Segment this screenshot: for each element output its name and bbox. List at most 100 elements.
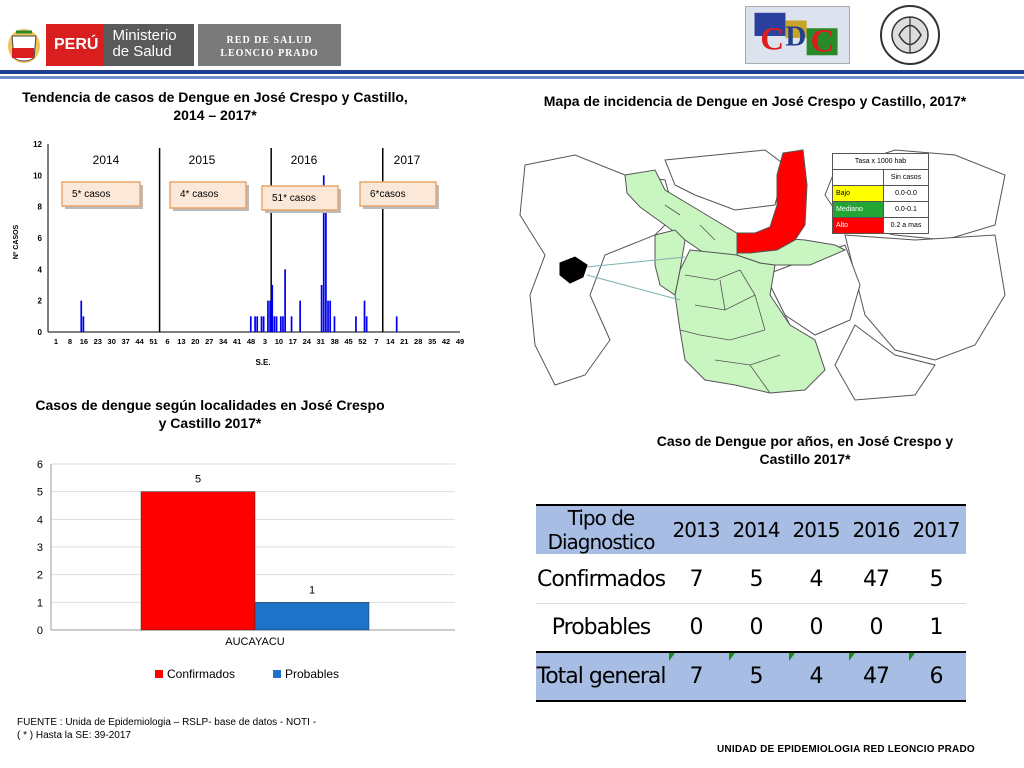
header-cell-year: 2017 (906, 504, 966, 555)
category-label: AUCAYACU (225, 636, 285, 648)
y-tick-label: 0 (38, 328, 43, 337)
renace-logo (880, 5, 940, 65)
y-tick-label: 0 (37, 625, 43, 637)
peru-coat-of-arms-logo (8, 29, 40, 63)
legend-swatch (155, 670, 163, 678)
x-tick-label: 7 (374, 337, 378, 346)
year-label: 2015 (189, 153, 216, 167)
footer-source-text: FUENTE : Unida de Epidemiologia – RSLP- … (17, 717, 317, 728)
y-tick-label: 4 (38, 265, 43, 274)
bar (290, 316, 293, 332)
years-table-header-row: Tipo de Diagnostico 2013 2014 2015 2016 … (536, 504, 966, 555)
bar (327, 300, 329, 332)
ministerio-line-2: de Salud (112, 43, 172, 60)
comment-marker-icon (729, 653, 735, 661)
y-tick-label: 2 (37, 570, 43, 582)
header-cell-tipo: Tipo de Diagnostico (536, 504, 666, 555)
header-cell-year: 2015 (786, 504, 846, 555)
case-box-label: 51* casos (272, 193, 316, 204)
peru-label: PERÚ (54, 36, 99, 53)
bar (254, 316, 256, 332)
x-tick-label: 3 (263, 337, 267, 346)
table-cell: 0 (666, 603, 726, 653)
svg-text:C: C (811, 23, 835, 59)
bar (262, 316, 265, 332)
x-tick-label: 24 (303, 337, 312, 346)
map-locator-line-1 (586, 256, 686, 268)
bar (284, 269, 286, 332)
y-tick-label: 12 (33, 140, 42, 149)
map-title: Mapa de incidencia de Dengue en José Cre… (543, 93, 967, 109)
row-label: Total general (536, 652, 667, 702)
table-cell: 5 (726, 554, 786, 604)
x-tick-label: 42 (442, 337, 450, 346)
legend-header: Tasa x 1000 hab (832, 153, 929, 170)
table-cell-value: 47 (863, 664, 890, 689)
x-tick-label: 28 (414, 337, 422, 346)
bar (395, 316, 398, 332)
map-locator-district (559, 256, 588, 284)
case-box-label: 5* casos (72, 189, 110, 200)
bar (269, 300, 271, 332)
case-box-label: 4* casos (180, 189, 218, 200)
table-cell: 0 (786, 603, 846, 653)
map-region-green-west (654, 229, 686, 296)
bar (365, 316, 368, 332)
bar (80, 300, 83, 332)
bar (355, 316, 357, 332)
y-tick-label: 2 (38, 297, 43, 306)
years-table-title: Caso de Dengue por años, en José Crespo … (656, 433, 954, 467)
row-label: Confirmados (536, 554, 666, 604)
legend-swatch-sin-casos (832, 169, 884, 186)
table-row-total: Total general 7 5 4 47 6 (536, 652, 966, 702)
case-box (61, 181, 141, 207)
legend-swatch-mediano: Mediano (832, 201, 884, 218)
legend-row: Sin casos (832, 169, 929, 186)
table-cell: 5 (726, 652, 786, 702)
map-region-alto (736, 149, 808, 254)
svg-text:D: D (785, 21, 806, 53)
case-box (169, 181, 247, 209)
x-tick-label: 30 (108, 337, 116, 346)
bar (325, 206, 327, 332)
year-label: 2016 (291, 153, 318, 167)
bar (279, 316, 282, 332)
legend-range: Sin casos (883, 169, 929, 186)
map-region-outer-east-2 (844, 234, 1006, 361)
table-cell: 7 (666, 554, 726, 604)
legend-range: 0.0-0.1 (883, 201, 929, 218)
table-cell: 4 (786, 652, 846, 702)
bar (299, 300, 301, 332)
x-tick-label: 35 (428, 337, 436, 346)
legend-row: Bajo 0.0-0.0 (832, 185, 929, 202)
table-cell-value: 6 (929, 664, 944, 689)
x-tick-label: 6 (165, 337, 169, 346)
comment-marker-icon (789, 653, 795, 661)
bar (282, 316, 284, 332)
case-box-label: 6*casos (370, 189, 406, 200)
header-cell-year: 2016 (846, 504, 906, 555)
y-tick-label: 10 (33, 171, 42, 180)
y-tick-label: 3 (37, 542, 43, 554)
y-tick-label: 5 (37, 487, 43, 499)
x-tick-label: 38 (330, 337, 338, 346)
row-label: Probables (536, 603, 666, 653)
x-tick-label: 48 (247, 337, 255, 346)
x-tick-label: 10 (275, 337, 283, 346)
x-tick-label: 20 (191, 337, 199, 346)
x-axis-label: S.E. (255, 358, 270, 367)
map-region-outer-south (834, 324, 936, 401)
footer-note: ( * ) Hasta la SE: 39-2017 (17, 730, 131, 741)
legend-label: Probables (285, 667, 339, 681)
bar (82, 316, 85, 332)
x-tick-label: 27 (205, 337, 213, 346)
x-tick-label: 45 (344, 337, 352, 346)
bar (329, 300, 332, 332)
bar (322, 175, 325, 332)
svg-text:C: C (760, 21, 784, 57)
header-cell-year: 2014 (726, 504, 786, 555)
bar (249, 316, 252, 332)
bar (267, 300, 269, 332)
x-tick-label: 31 (317, 337, 325, 346)
table-cell-value: 7 (689, 664, 704, 689)
